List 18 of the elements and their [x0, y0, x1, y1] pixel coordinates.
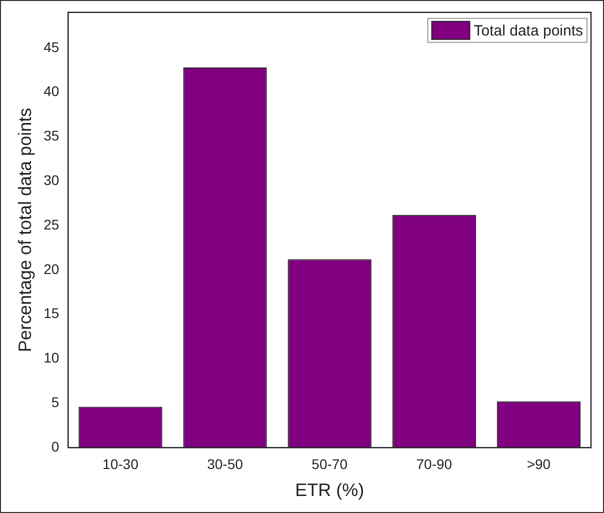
- x-tick-label: >90: [526, 456, 551, 472]
- y-tick-label: 45: [44, 38, 60, 55]
- legend-label: Total data points: [474, 22, 584, 40]
- y-tick-label: 20: [44, 260, 60, 277]
- y-tick-label: 40: [44, 83, 60, 100]
- x-tick-label: 10-30: [102, 456, 139, 472]
- y-tick-label: 35: [44, 128, 60, 144]
- y-tick-label: 10: [44, 350, 60, 366]
- x-tick-label: 50-70: [312, 456, 348, 472]
- x-axis-title: ETR (%): [295, 480, 364, 500]
- y-tick-label: 0: [51, 438, 60, 454]
- x-tick-label: 30-50: [207, 456, 244, 472]
- y-tick-label: 15: [44, 305, 60, 322]
- y-tick-label: 5: [51, 394, 60, 410]
- y-tick-label: 30: [44, 172, 60, 188]
- y-axis-title: Percentage of total data points: [14, 108, 35, 352]
- x-tick-label: 70-90: [416, 456, 452, 472]
- y-tick-label: 25: [44, 216, 60, 232]
